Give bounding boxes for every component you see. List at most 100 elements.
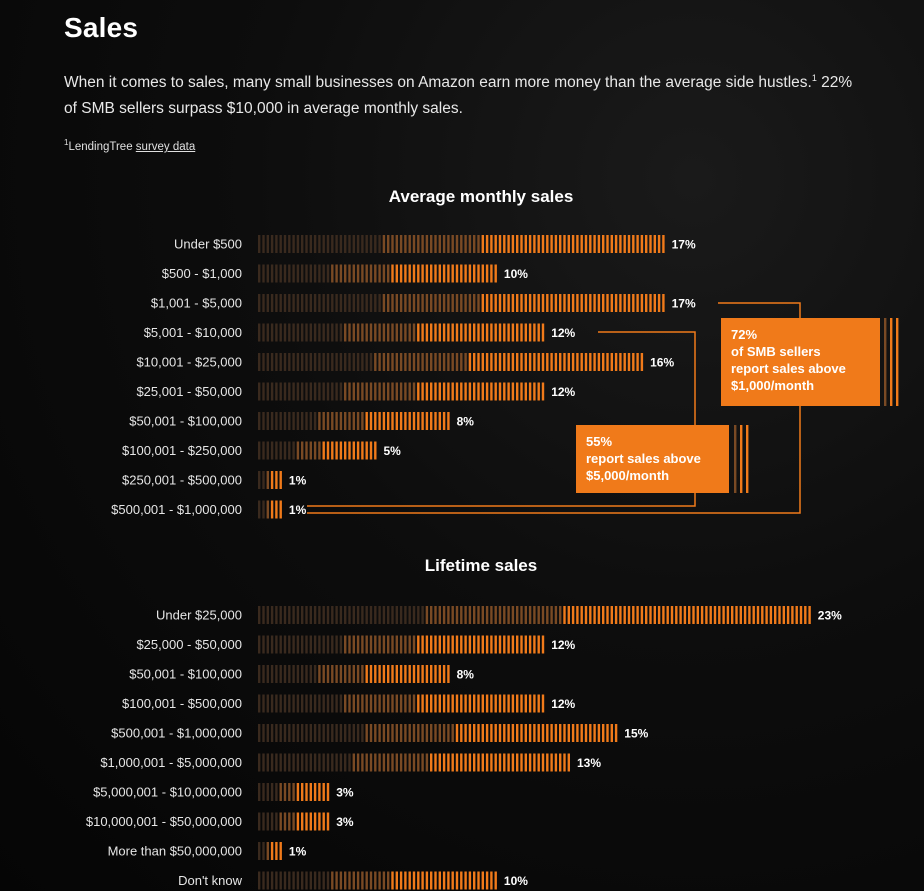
bar-stripe — [511, 635, 515, 654]
bar-stripe — [481, 323, 484, 342]
bar-stripe — [430, 694, 433, 713]
bar-stripe — [576, 294, 579, 312]
bar-stripe — [528, 235, 532, 253]
bar-stripe — [485, 694, 489, 713]
value-label: 1% — [289, 474, 307, 488]
bar-stripe — [541, 606, 545, 624]
bar-stripe — [270, 812, 274, 831]
bar-stripe — [404, 606, 407, 624]
bar-stripe — [339, 353, 343, 371]
bar-stripe — [348, 353, 351, 371]
bar-stripe — [369, 382, 373, 401]
bar-stripe — [352, 382, 355, 401]
bar-stripe — [326, 235, 330, 253]
bar-stripe — [451, 235, 454, 253]
bar-stripe — [473, 635, 476, 654]
bar-stripe — [361, 753, 364, 772]
bar-stripe — [442, 635, 446, 654]
bar-stripe — [283, 235, 287, 253]
bar-stripe — [391, 724, 394, 742]
bar-stripe — [498, 323, 502, 342]
bar-stripe — [516, 294, 519, 312]
bar-stripe — [301, 235, 304, 253]
bar-stripe — [348, 441, 351, 460]
bar-stripe — [270, 783, 274, 801]
footnote: 1LendingTree survey data — [64, 138, 195, 153]
bar-stripe — [460, 323, 463, 342]
bar-stripe — [279, 665, 282, 683]
bar-stripe — [662, 606, 665, 624]
bar-stripe — [412, 724, 416, 742]
bar-stripe — [352, 753, 355, 772]
bar-stripe — [365, 264, 368, 283]
bar-stripe — [275, 753, 278, 772]
bar-stripe — [507, 606, 510, 624]
bar-stripe — [283, 294, 287, 312]
bar-stripe — [455, 694, 459, 713]
bar-stripe — [258, 294, 261, 312]
category-label: $1,000,001 - $5,000,000 — [100, 755, 242, 770]
bar-stripe — [576, 235, 579, 253]
bar-stripe — [636, 294, 639, 312]
bar-stripe — [335, 441, 338, 460]
bar-stripe — [438, 665, 441, 683]
bar-stripe — [434, 871, 437, 890]
bar-stripe — [632, 294, 635, 312]
bar-stripe — [292, 235, 295, 253]
bar-stripe — [516, 635, 519, 654]
bar-stripe — [511, 694, 515, 713]
bar-stripe — [563, 235, 566, 253]
bar-stripe — [305, 635, 308, 654]
bar-stripe — [473, 323, 476, 342]
bar-stripe — [614, 235, 618, 253]
bar-stripe — [447, 235, 450, 253]
bar-stripe — [275, 353, 278, 371]
bar-stripe — [559, 606, 562, 624]
bar-stripe — [344, 294, 347, 312]
bar-stripe — [292, 606, 295, 624]
bar-stripe — [460, 264, 463, 283]
bar-stripe — [606, 235, 609, 253]
bar-stripe — [473, 753, 476, 772]
bar-stripe — [270, 724, 274, 742]
bar-stripe — [292, 753, 295, 772]
bar-stripe — [563, 353, 566, 371]
bar-stripe — [533, 323, 536, 342]
survey-data-link[interactable]: survey data — [135, 140, 196, 153]
bar-stripe — [288, 264, 291, 283]
bar-stripe — [412, 235, 416, 253]
bar-stripe — [425, 294, 429, 312]
bar-stripe — [279, 382, 282, 401]
value-label: 15% — [624, 727, 648, 741]
bar-stripe — [387, 382, 390, 401]
bar-stripe — [356, 665, 360, 683]
bar-stripe — [425, 264, 429, 283]
bar-stripe — [498, 382, 502, 401]
bar-stripe — [576, 606, 579, 624]
bar-stripe — [490, 606, 493, 624]
chart-title-lifetime: Lifetime sales — [424, 556, 538, 575]
bar-stripe — [318, 323, 321, 342]
bar-stripe — [451, 753, 454, 772]
bar-stripe — [279, 441, 282, 460]
bar-stripe — [258, 264, 261, 283]
bar-stripe — [408, 871, 411, 890]
bar-stripe — [550, 235, 553, 253]
bar-stripe — [318, 635, 321, 654]
bar-stripe — [335, 635, 338, 654]
category-label: Under $25,000 — [156, 608, 242, 623]
bar-stripe — [490, 382, 493, 401]
bar-stripe — [434, 353, 437, 371]
footnote-ref[interactable]: 1 — [811, 73, 817, 83]
bar — [258, 635, 545, 654]
bar-stripe — [365, 665, 368, 683]
bar-stripe — [258, 441, 261, 460]
bar-stripe — [301, 635, 304, 654]
bar-stripe — [318, 724, 321, 742]
bar-stripe — [309, 412, 312, 430]
bar-stripe — [438, 235, 441, 253]
bar-stripe — [391, 323, 394, 342]
category-label: $500 - $1,000 — [162, 266, 242, 281]
bar-stripe — [296, 724, 300, 742]
bar-stripe — [412, 353, 416, 371]
